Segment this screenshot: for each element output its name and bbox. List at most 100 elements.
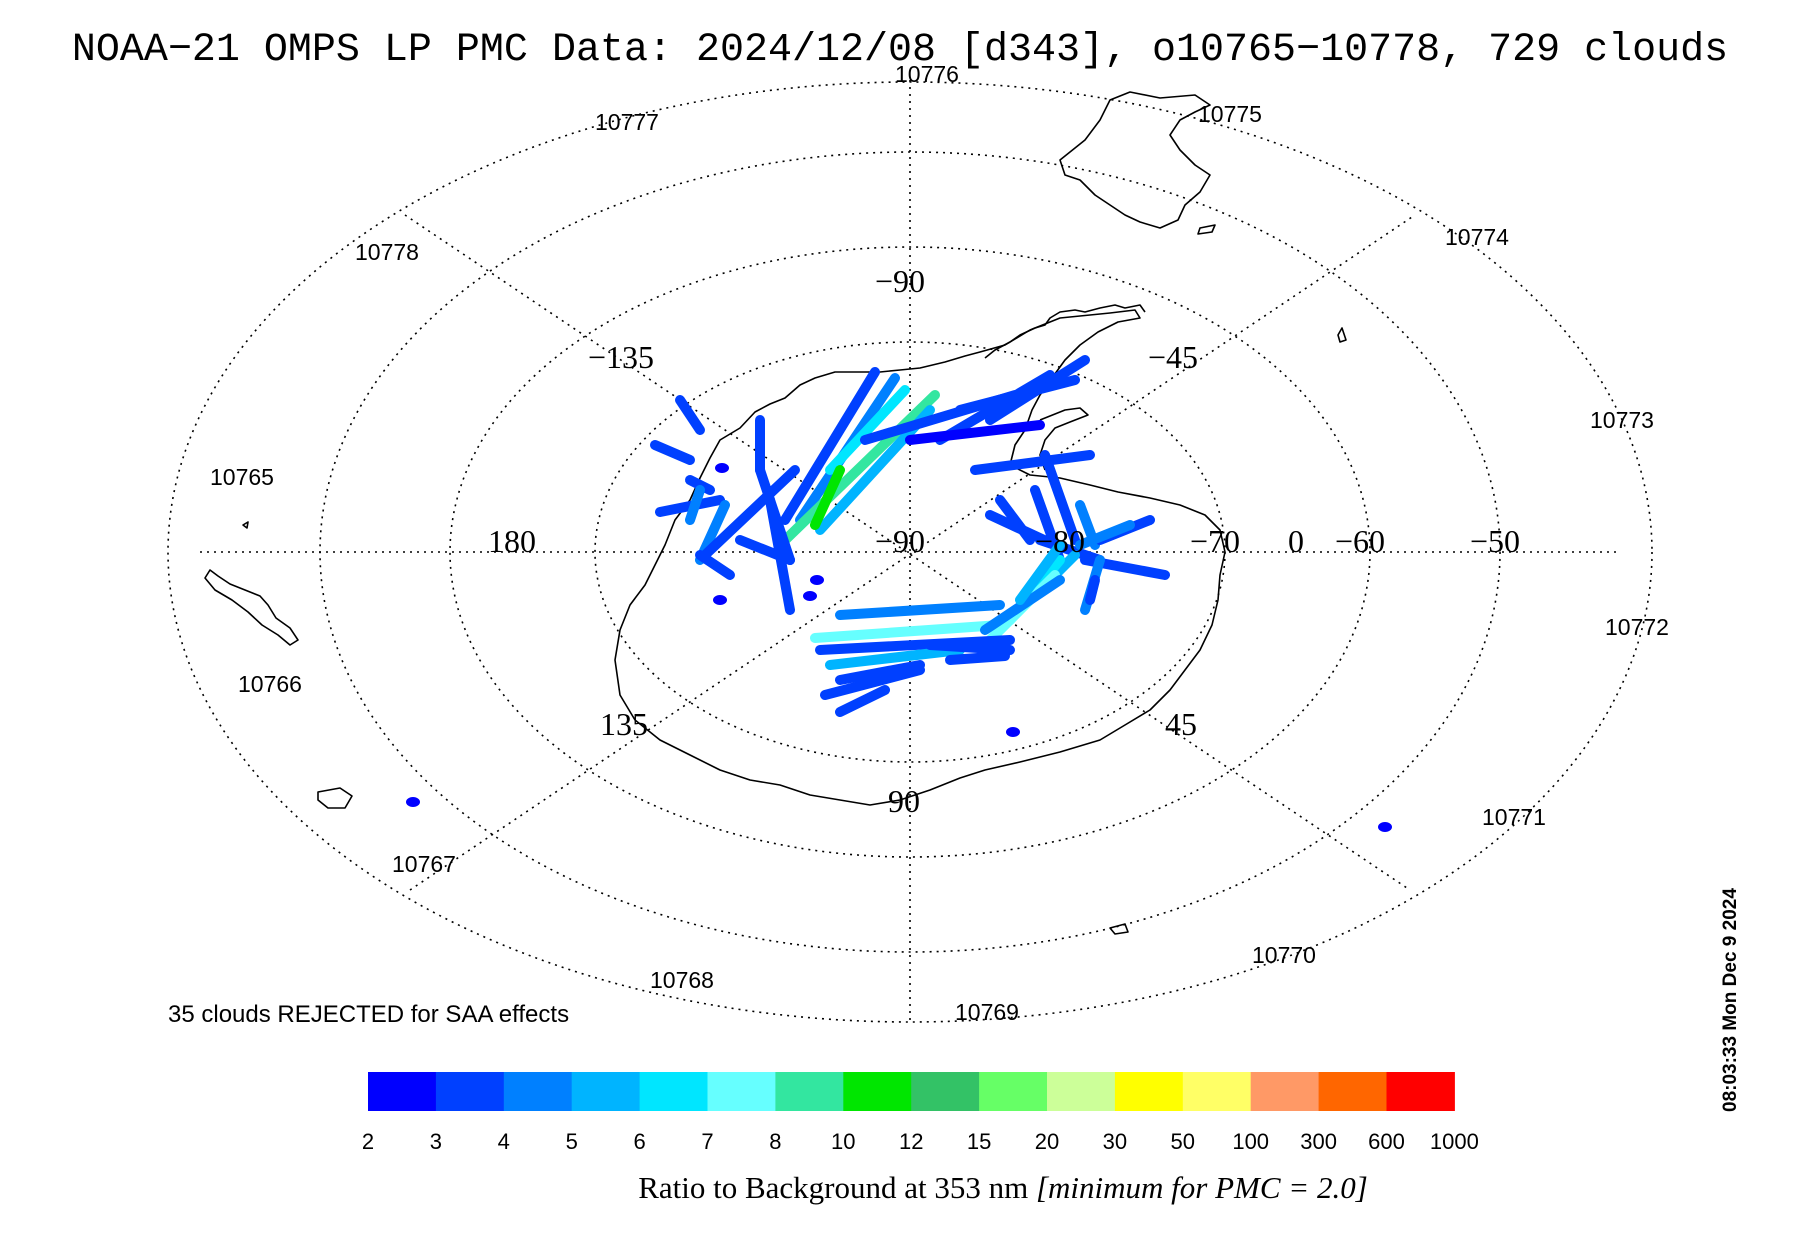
cloud-track bbox=[935, 370, 1055, 445]
orbit-label: 10774 bbox=[1445, 224, 1509, 250]
orbit-label: 10766 bbox=[238, 671, 302, 697]
cloud-track bbox=[675, 395, 705, 435]
colorbar-tick-label: 2 bbox=[362, 1129, 374, 1154]
longitude-label: 90 bbox=[888, 783, 920, 819]
cloud-track bbox=[810, 620, 1005, 643]
colorbar-swatch bbox=[1386, 1072, 1455, 1111]
latitude-label: −60 bbox=[1335, 523, 1385, 559]
cloud-track bbox=[925, 640, 1015, 655]
latitude-labels: −80 −70 −60 −50 bbox=[1035, 523, 1520, 559]
colorbar-swatch bbox=[571, 1072, 641, 1111]
cloud-point bbox=[406, 797, 420, 807]
island bbox=[1197, 224, 1216, 235]
orbit-label: 10767 bbox=[392, 851, 456, 877]
orbit-label: 10770 bbox=[1252, 942, 1316, 968]
cloud-track bbox=[650, 440, 695, 465]
colorbar-tick-label: 20 bbox=[1035, 1129, 1059, 1154]
map-title: NOAA−21 OMPS LP PMC Data: 2024/12/08 [d3… bbox=[72, 28, 1728, 73]
colorbar-swatch bbox=[911, 1072, 980, 1111]
colorbar-swatch bbox=[775, 1072, 844, 1111]
colorbar-tick-label: 300 bbox=[1300, 1129, 1337, 1154]
cloud-track bbox=[970, 450, 1095, 475]
orbit-label: 10777 bbox=[595, 109, 659, 135]
island bbox=[242, 521, 249, 529]
longitude-label: 45 bbox=[1165, 706, 1197, 742]
south-america-coastline bbox=[1059, 91, 1211, 229]
orbit-label: 10765 bbox=[210, 464, 274, 490]
colorbar-swatch bbox=[707, 1072, 776, 1111]
orbit-label: 10769 bbox=[955, 999, 1019, 1025]
colorbar-tick-label: 50 bbox=[1171, 1129, 1195, 1154]
orbit-label: 10772 bbox=[1605, 614, 1669, 640]
longitude-label: −135 bbox=[588, 339, 654, 375]
cloud-track bbox=[815, 635, 1015, 655]
longitude-label: 0 bbox=[1288, 523, 1304, 559]
colorbar-tick-label: 12 bbox=[899, 1129, 923, 1154]
latitude-label: −50 bbox=[1470, 523, 1520, 559]
colorbar-swatch bbox=[843, 1072, 912, 1111]
cloud-track bbox=[825, 385, 910, 475]
cloud-track bbox=[1075, 520, 1135, 550]
colorbar-tick-label: 5 bbox=[566, 1129, 578, 1154]
cloud-track bbox=[955, 375, 1080, 415]
colorbar bbox=[368, 1072, 1455, 1111]
cloud-track bbox=[835, 660, 925, 685]
island bbox=[1109, 923, 1129, 935]
colorbar-tick-label: 15 bbox=[967, 1129, 991, 1154]
cloud-track bbox=[835, 600, 1005, 620]
colorbar-labels: 2 3 4 5 6 7 8 10 12 15 20 30 50 100 300 600 1000 bbox=[362, 1129, 1479, 1154]
cloud-track bbox=[695, 550, 735, 580]
colorbar-swatch bbox=[1114, 1072, 1184, 1111]
colorbar-swatch bbox=[979, 1072, 1048, 1111]
colorbar-tick-label: 3 bbox=[430, 1129, 442, 1154]
cloud-track bbox=[1040, 450, 1080, 545]
colorbar-swatch bbox=[1318, 1072, 1387, 1111]
cloud-track bbox=[735, 535, 795, 565]
colorbar-tick-label: 7 bbox=[701, 1129, 713, 1154]
latitude-label: −80 bbox=[1035, 523, 1085, 559]
orbit-label: 10773 bbox=[1590, 407, 1654, 433]
orbit-label: 10771 bbox=[1482, 804, 1546, 830]
timestamp: 08:03:33 Mon Dec 9 2024 bbox=[1720, 888, 1741, 1112]
orbit-label: 10778 bbox=[355, 239, 419, 265]
cloud-track bbox=[980, 575, 1065, 635]
cloud-point bbox=[810, 575, 824, 585]
antarctic-peninsula-coastline bbox=[984, 304, 1146, 359]
colorbar-tick-label: 1000 bbox=[1430, 1129, 1479, 1154]
cloud-track bbox=[1015, 540, 1065, 605]
pmc-cloud-tracks bbox=[650, 355, 1170, 717]
cloud-track bbox=[825, 645, 965, 670]
weddell-coast bbox=[1039, 407, 1089, 471]
colorbar-swatch bbox=[503, 1072, 573, 1111]
cloud-point bbox=[713, 595, 727, 605]
longitude-label: −45 bbox=[1148, 339, 1198, 375]
new-zealand-coastline bbox=[204, 569, 299, 646]
cloud-point bbox=[803, 591, 817, 601]
cloud-track bbox=[835, 685, 890, 717]
colorbar-tick-label: 100 bbox=[1232, 1129, 1269, 1154]
cloud-track bbox=[780, 367, 880, 525]
colorbar-tick-label: 6 bbox=[633, 1129, 645, 1154]
colorbar-tick-label: 10 bbox=[831, 1129, 855, 1154]
cloud-point bbox=[715, 463, 729, 473]
cloud-track bbox=[700, 465, 800, 560]
cloud-track bbox=[685, 485, 705, 525]
longitude-grid bbox=[200, 80, 1620, 1024]
colorbar-swatch bbox=[1250, 1072, 1320, 1111]
orbit-label: 10775 bbox=[1198, 101, 1262, 127]
colorbar-swatch bbox=[1182, 1072, 1252, 1111]
colorbar-swatch bbox=[1047, 1072, 1116, 1111]
colorbar-tick-label: 8 bbox=[769, 1129, 781, 1154]
longitude-label: −90 bbox=[875, 523, 925, 559]
colorbar-tick-label: 600 bbox=[1368, 1129, 1405, 1154]
cloud-track bbox=[820, 665, 925, 700]
longitude-label: 135 bbox=[600, 706, 648, 742]
colorbar-tick-label: 30 bbox=[1103, 1129, 1127, 1154]
cloud-point bbox=[1006, 727, 1020, 737]
orbit-labels: 10776 10775 10777 10774 10778 10773 1076… bbox=[210, 61, 1669, 1025]
cloud-track bbox=[810, 465, 845, 530]
cloud-point bbox=[1378, 822, 1392, 832]
rejected-note: 35 clouds REJECTED for SAA effects bbox=[168, 1001, 569, 1028]
island bbox=[317, 787, 353, 809]
